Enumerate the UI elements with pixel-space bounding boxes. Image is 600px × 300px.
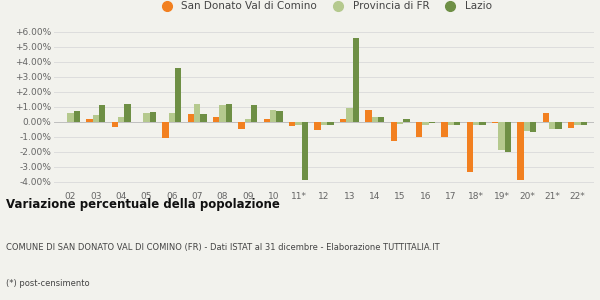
Bar — [74, 111, 80, 122]
Bar — [378, 117, 384, 122]
Bar — [422, 122, 428, 124]
Bar — [346, 108, 353, 122]
Bar — [581, 122, 587, 124]
Text: COMUNE DI SAN DONATO VAL DI COMINO (FR) - Dati ISTAT al 31 dicembre - Elaborazio: COMUNE DI SAN DONATO VAL DI COMINO (FR) … — [6, 243, 440, 252]
Bar — [391, 122, 397, 141]
Bar — [112, 122, 118, 127]
Text: Variazione percentuale della popolazione: Variazione percentuale della popolazione — [6, 198, 280, 211]
Bar — [220, 105, 226, 122]
Bar — [397, 122, 403, 124]
Bar — [188, 114, 194, 122]
Bar — [340, 119, 346, 122]
Bar — [365, 110, 371, 122]
Bar — [441, 122, 448, 136]
Bar — [314, 122, 321, 130]
Bar — [353, 38, 359, 122]
Bar — [238, 122, 245, 129]
Bar — [163, 122, 169, 138]
Bar — [99, 105, 106, 122]
Bar — [321, 122, 327, 125]
Bar — [403, 118, 410, 122]
Bar — [467, 122, 473, 172]
Bar — [264, 119, 270, 122]
Bar — [479, 122, 485, 125]
Bar — [67, 113, 74, 122]
Bar — [124, 103, 131, 122]
Bar — [169, 113, 175, 122]
Bar — [549, 122, 556, 129]
Bar — [517, 122, 524, 180]
Bar — [270, 110, 277, 122]
Bar — [327, 122, 334, 124]
Bar — [251, 105, 257, 122]
Bar — [118, 117, 124, 122]
Bar — [277, 111, 283, 122]
Bar — [92, 115, 99, 122]
Bar — [524, 122, 530, 131]
Bar — [473, 122, 479, 124]
Bar — [448, 122, 454, 125]
Bar — [143, 112, 150, 122]
Bar — [416, 122, 422, 136]
Bar — [454, 122, 460, 124]
Bar — [295, 122, 302, 124]
Bar — [289, 122, 295, 126]
Bar — [568, 122, 574, 128]
Bar — [556, 122, 562, 129]
Bar — [371, 117, 378, 122]
Bar — [542, 112, 549, 122]
Bar — [200, 114, 207, 122]
Bar — [505, 122, 511, 152]
Bar — [498, 122, 505, 150]
Bar — [226, 104, 232, 122]
Bar — [428, 122, 435, 123]
Bar — [574, 122, 581, 124]
Bar — [492, 122, 498, 123]
Bar — [530, 122, 536, 132]
Bar — [245, 118, 251, 122]
Bar — [213, 117, 220, 122]
Legend: San Donato Val di Comino, Provincia di FR, Lazio: San Donato Val di Comino, Provincia di F… — [152, 0, 496, 16]
Bar — [175, 68, 181, 122]
Bar — [86, 119, 92, 122]
Bar — [194, 104, 200, 122]
Bar — [150, 112, 156, 122]
Bar — [302, 122, 308, 180]
Text: (*) post-censimento: (*) post-censimento — [6, 279, 89, 288]
